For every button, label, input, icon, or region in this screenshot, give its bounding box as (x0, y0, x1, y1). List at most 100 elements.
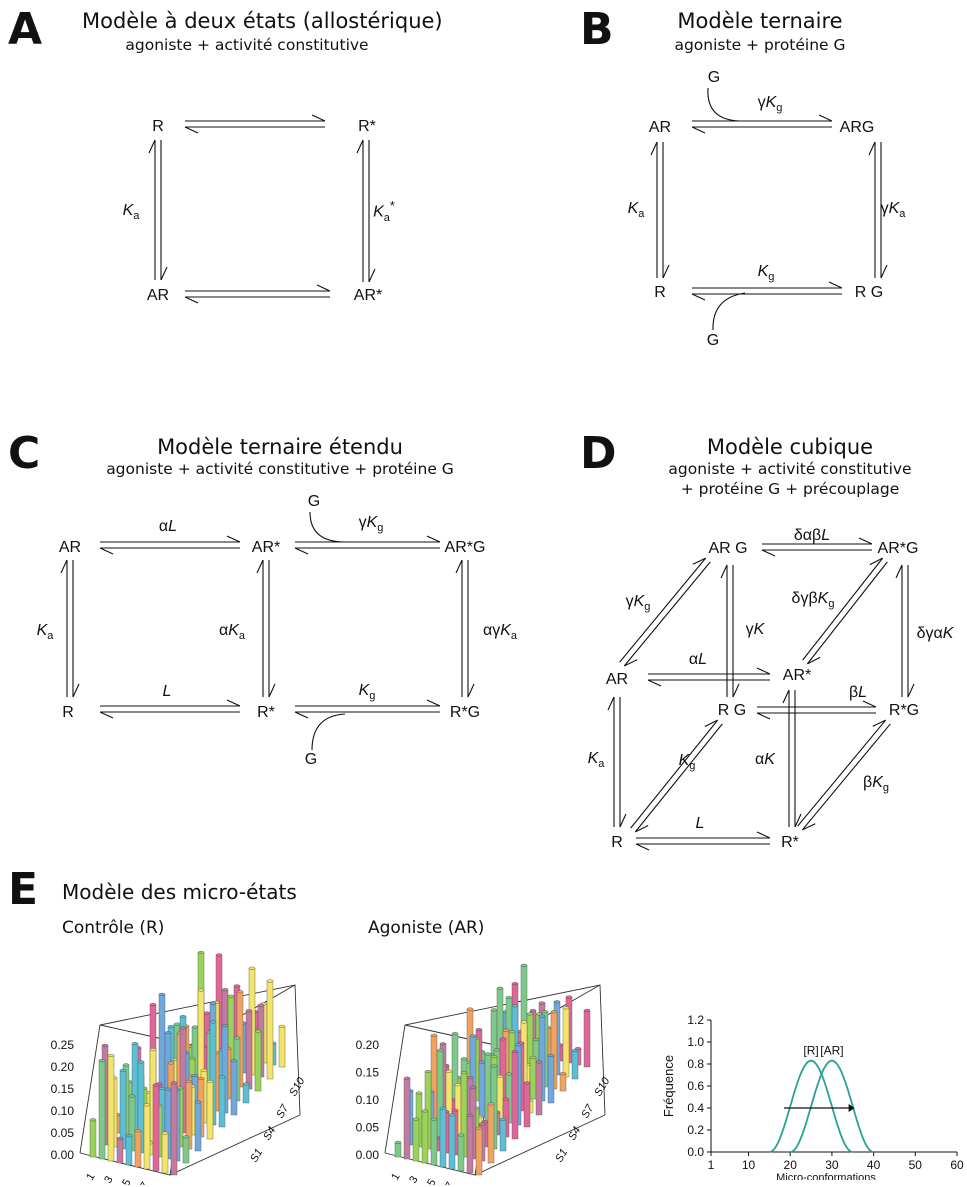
eq-d-rs-rsg-forward (797, 719, 887, 827)
eq-a-left-backward-head (148, 139, 156, 154)
node-r-star-g: R*G (449, 704, 481, 721)
shift-arrow-head (848, 1104, 855, 1112)
bar-cap (119, 1068, 127, 1072)
bar-cap (424, 1070, 432, 1074)
bar (143, 1104, 151, 1170)
eq-d-arsg-rsg-forward-head (907, 683, 915, 698)
node-g-top: G (307, 493, 321, 510)
bar-cap (412, 1117, 420, 1121)
eq-d-r-rg-forward (630, 719, 719, 829)
const-ka: Ka (627, 199, 645, 221)
z-tick-label: 0.05 (51, 1126, 75, 1140)
bar-cap (221, 988, 229, 992)
bar-cap (466, 1114, 474, 1118)
bar-cap (499, 1037, 507, 1041)
node-r-star-g: R*G (888, 702, 920, 719)
bar-cap (460, 1057, 468, 1061)
eq-b-bottom (691, 281, 843, 301)
bar-cap (436, 1048, 444, 1052)
eq-a-left (148, 139, 168, 281)
eq-d-rs-rsg-forward-head (872, 719, 886, 727)
bar-cap (236, 990, 244, 994)
bar-cap (439, 1042, 447, 1046)
bar (583, 1010, 591, 1068)
bar (116, 1138, 124, 1164)
x-tick-label: 1 (708, 1158, 715, 1172)
eq-d-ar-arg-backward (623, 561, 711, 667)
agonist-label: Agoniste (AR) (368, 918, 485, 938)
y-tick-label: S10 (592, 1075, 613, 1099)
node-ar-g: AR G (708, 540, 748, 557)
bar-cap (116, 1136, 124, 1140)
bar (266, 980, 274, 1080)
z-tick-label: 0.15 (51, 1082, 75, 1096)
bar (448, 1114, 456, 1170)
bar-cap (122, 1063, 130, 1067)
eq-d-rs-rsg (797, 719, 891, 831)
bar-cap (475, 1028, 483, 1032)
bar-cap (188, 1056, 196, 1060)
bar (245, 1010, 253, 1090)
bar-cap (415, 1091, 423, 1095)
bar-cap (562, 1006, 570, 1010)
y-tick-label: 0.8 (687, 1057, 704, 1071)
eq-c-rs-rsg (294, 699, 441, 719)
x-tick-label: 30 (825, 1158, 839, 1172)
bar-cap (550, 1010, 558, 1014)
bar-cap (194, 1100, 202, 1104)
bar-cap (460, 1071, 468, 1075)
eq-d-rg-rsg-forward-head (862, 700, 877, 708)
eq-a-top (184, 114, 326, 134)
bar (152, 1084, 160, 1172)
x-tick-label: 7 (138, 1180, 151, 1185)
bar (98, 1060, 106, 1160)
eq-d-ars-rs (782, 689, 802, 828)
panel-a-subtitle: agoniste + activité constitutive (125, 36, 369, 54)
const-ka: Ka (36, 621, 54, 643)
eq-d-ar-ars (647, 667, 771, 687)
eq-c-right-backward-head (455, 559, 463, 574)
bar (394, 1142, 402, 1158)
bar-cap (526, 1012, 534, 1016)
node-ar-star-g: AR*G (444, 539, 486, 556)
bar (161, 1132, 169, 1174)
node-ar-star: AR* (353, 287, 383, 304)
bar (412, 1118, 420, 1162)
bar-cap (466, 1007, 474, 1011)
bar-cap (164, 1031, 172, 1035)
bar-cap (583, 1009, 591, 1013)
eq-a-bottom-backward-head (184, 296, 199, 304)
bar-cap (541, 1010, 549, 1014)
bar-cap (490, 1055, 498, 1059)
eq-b-left-backward-head (650, 141, 658, 156)
bar-cap (451, 1032, 459, 1036)
z-tick-label: 0.00 (51, 1148, 75, 1162)
bar (125, 1135, 133, 1166)
bar-cap (505, 996, 513, 1000)
panel-c-subtitle: agoniste + activité constitutive + proté… (106, 460, 454, 478)
z-tick-label: 0.20 (51, 1060, 75, 1074)
eq-a-bottom (184, 284, 331, 304)
x-tick-label: 1 (389, 1171, 402, 1182)
const-alpha-gamma-ka: αγKa (482, 621, 518, 643)
x-tick-label: 5 (425, 1177, 438, 1185)
bar-cap (200, 1068, 208, 1072)
bar-cap (158, 992, 166, 996)
x-tick-label: 5 (120, 1177, 133, 1185)
bar-cap (167, 1025, 175, 1029)
bars (89, 951, 286, 1176)
node-ar-star-g: AR*G (877, 540, 919, 557)
bar-cap (535, 1060, 543, 1064)
bar-cap (565, 995, 573, 999)
bar (430, 1119, 438, 1166)
bar-cap (553, 1000, 561, 1004)
y-tick-label: S10 (287, 1075, 308, 1099)
bar-cap (430, 1033, 438, 1037)
bar-cap (484, 1052, 492, 1056)
bar-cap (520, 963, 528, 967)
panel-d-title: Modèle cubique (706, 435, 874, 459)
const-alpha-l: αL (688, 651, 708, 668)
bar-cap (514, 1043, 522, 1047)
bar (499, 1119, 507, 1152)
axes (710, 1020, 957, 1153)
